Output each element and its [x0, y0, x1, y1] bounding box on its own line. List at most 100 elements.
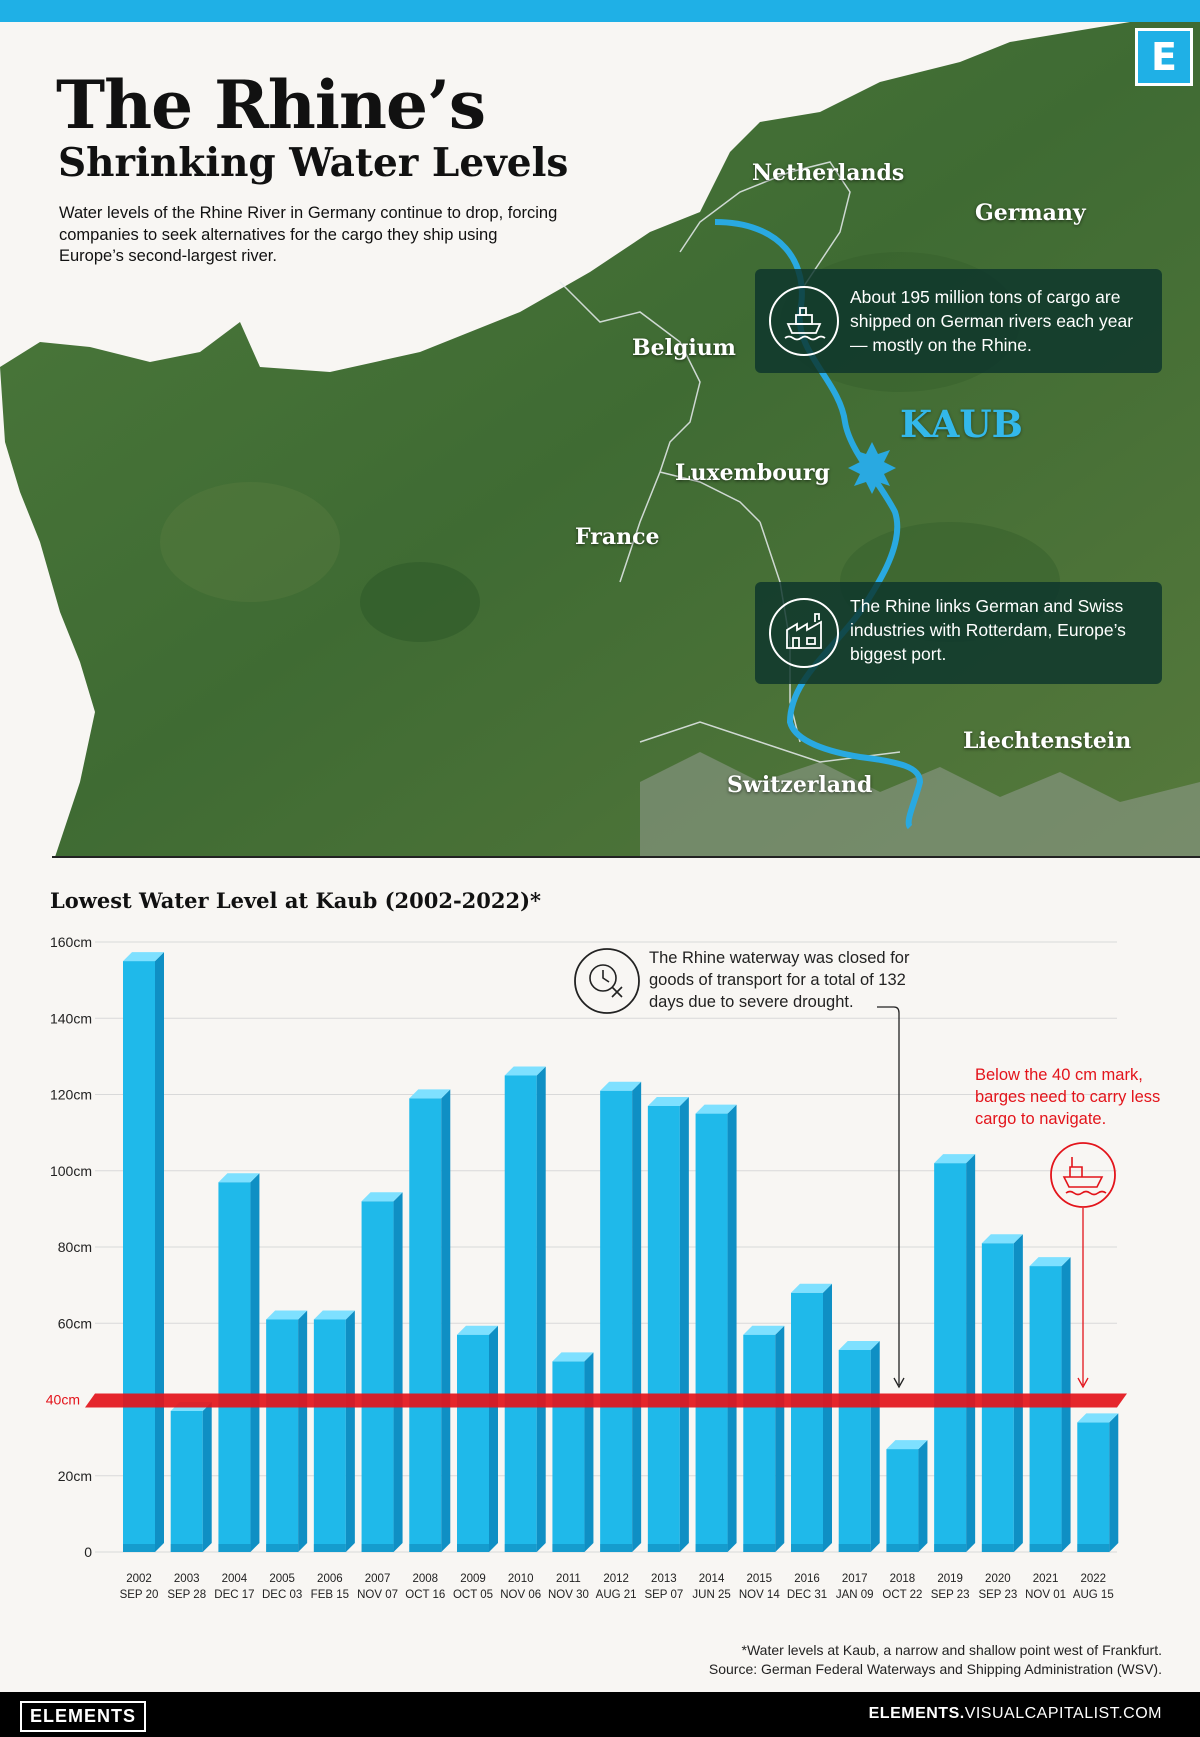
barge-icon [1050, 1142, 1116, 1208]
y-tick-label: 140cm [50, 1010, 92, 1026]
bar [981, 1234, 1023, 1552]
label-france: France [575, 524, 660, 550]
bar [123, 952, 164, 1552]
x-year-label: 2004 [222, 1573, 248, 1585]
x-date-label: SEP 23 [978, 1589, 1017, 1601]
x-date-label: OCT 22 [882, 1589, 922, 1601]
factory-icon [769, 598, 839, 668]
x-date-label: NOV 01 [1025, 1589, 1066, 1601]
page-title: The Rhine’s [56, 66, 486, 144]
footnote-line-1: *Water levels at Kaub, a narrow and shal… [741, 1642, 1162, 1658]
x-date-label: JUN 25 [692, 1589, 730, 1601]
label-belgium: Belgium [632, 335, 736, 361]
annotation-below-40cm: Below the 40 cm mark, barges need to car… [975, 1066, 1161, 1128]
clock-hands [602, 970, 623, 998]
x-date-label: SEP 23 [931, 1589, 970, 1601]
y-tick-label: 120cm [50, 1087, 92, 1103]
x-date-label: NOV 30 [548, 1589, 589, 1601]
x-date-label: OCT 05 [453, 1589, 493, 1601]
bar [552, 1352, 594, 1552]
bar [409, 1089, 451, 1552]
bar [791, 1283, 832, 1552]
footer-url-bold: ELEMENTS. [868, 1705, 965, 1722]
arrow-closed-head [893, 1377, 905, 1389]
bar [934, 1154, 976, 1552]
info-cargo-text: About 195 million tons of cargo are ship… [850, 287, 1134, 355]
label-liechtenstein: Liechtenstein [963, 728, 1132, 754]
bar [218, 1173, 260, 1552]
footer-bar: ELEMENTS ELEMENTS.VISUALCAPITALIST.COM [0, 1692, 1200, 1737]
bar [1029, 1257, 1071, 1552]
bar [886, 1440, 928, 1552]
bar [600, 1081, 642, 1552]
info-box-cargo: About 195 million tons of cargo are ship… [755, 269, 1162, 373]
x-date-label: OCT 16 [405, 1589, 445, 1601]
x-year-label: 2017 [842, 1573, 868, 1585]
x-year-label: 2012 [603, 1573, 629, 1585]
x-year-label: 2020 [985, 1573, 1011, 1585]
page-description: Water levels of the Rhine River in Germa… [59, 204, 558, 265]
x-year-label: 2022 [1080, 1573, 1106, 1585]
x-date-label: FEB 15 [311, 1589, 349, 1601]
x-date-label: DEC 03 [262, 1589, 302, 1601]
x-year-label: 2003 [174, 1573, 200, 1585]
info-industry-text: The Rhine links German and Swiss industr… [850, 596, 1126, 664]
y-tick-label: 160cm [50, 934, 92, 950]
clock-face [589, 964, 617, 992]
y-tick-label: 60cm [58, 1315, 92, 1331]
x-year-label: 2009 [460, 1573, 486, 1585]
x-date-label: SEP 20 [120, 1589, 159, 1601]
bar-chart: 160cm 140cm 120cm 100cm 80cm 60cm 40cm 20cm 0 200… [46, 934, 1127, 1601]
bar [1077, 1413, 1119, 1552]
x-year-label: 2008 [412, 1573, 438, 1585]
bar [313, 1310, 355, 1552]
y-tick-label: 80cm [58, 1239, 92, 1255]
x-date-label: DEC 31 [787, 1589, 827, 1601]
threshold-line [85, 1393, 1127, 1408]
bar [266, 1310, 308, 1552]
label-kaub: KAUB [900, 402, 1023, 446]
x-date-label: NOV 14 [739, 1589, 781, 1601]
bar [504, 1066, 546, 1552]
x-year-label: 2010 [508, 1573, 534, 1585]
bar [457, 1325, 498, 1552]
x-date-label: NOV 07 [357, 1589, 398, 1601]
x-year-label: 2007 [365, 1573, 391, 1585]
x-year-label: 2011 [556, 1573, 581, 1585]
barge-drawing [1062, 1157, 1107, 1196]
x-year-label: 2015 [746, 1573, 772, 1585]
x-date-label: AUG 15 [1073, 1589, 1114, 1601]
bar [361, 1192, 403, 1552]
footer-url[interactable]: ELEMENTS.VISUALCAPITALIST.COM [869, 1705, 1162, 1723]
footnote: *Water levels at Kaub, a narrow and shal… [709, 1641, 1162, 1679]
x-year-label: 2002 [126, 1573, 152, 1585]
x-year-label: 2013 [651, 1573, 677, 1585]
footnote-source: Source: German Federal Waterways and Shi… [708, 1661, 1162, 1677]
x-date-label: DEC 17 [214, 1589, 254, 1601]
x-date-label: JAN 09 [836, 1589, 874, 1601]
x-date-label: SEP 28 [167, 1589, 206, 1601]
x-year-label: 2016 [794, 1573, 820, 1585]
x-year-label: 2005 [269, 1573, 295, 1585]
label-germany: Germany [975, 200, 1086, 226]
chart-title: Lowest Water Level at Kaub (2002-2022)* [50, 888, 542, 913]
top-accent-bar [0, 0, 1200, 22]
footer-brand-logo: ELEMENTS [20, 1701, 147, 1732]
x-year-label: 2019 [937, 1573, 963, 1585]
footer-url-rest: VISUALCAPITALIST.COM [964, 1705, 1162, 1722]
label-switzerland: Switzerland [727, 772, 873, 798]
threshold-label: 40cm [46, 1392, 80, 1408]
page-subtitle-heading: Shrinking Water Levels [58, 140, 569, 186]
x-date-label: SEP 07 [644, 1589, 683, 1601]
x-date-label: AUG 21 [596, 1589, 637, 1601]
x-date-label: NOV 06 [500, 1589, 541, 1601]
label-netherlands: Netherlands [752, 160, 905, 186]
y-tick-label: 20cm [58, 1468, 92, 1484]
y-tick-label: 0 [84, 1544, 92, 1560]
ship-icon [769, 286, 839, 356]
visual-capitalist-logo: E [1135, 28, 1193, 86]
x-year-label: 2006 [317, 1573, 343, 1585]
label-luxembourg: Luxembourg [675, 460, 830, 486]
bar [170, 1401, 212, 1552]
info-box-industry: The Rhine links German and Swiss industr… [755, 582, 1162, 684]
